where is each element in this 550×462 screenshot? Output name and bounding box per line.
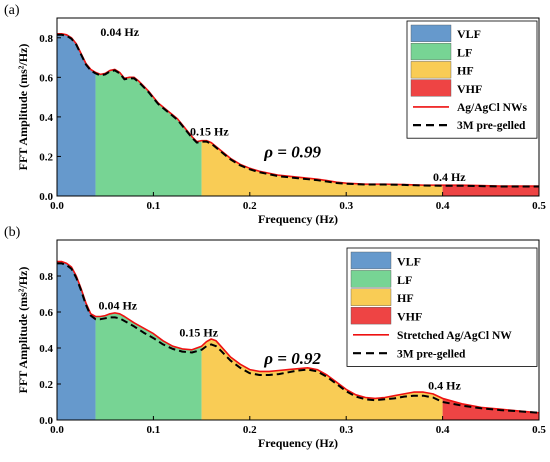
band-vhf <box>442 185 539 196</box>
y-tick-label: 0.8 <box>39 271 53 283</box>
annotation-label: 0.4 Hz <box>428 378 461 392</box>
y-tick-label: 0.4 <box>39 112 53 124</box>
legend: VLF LF HF VHF Stretched Ag/AgCl NW 3M pre-gel… <box>346 247 538 367</box>
legend-label: Stretched Ag/AgCl NW <box>397 330 512 342</box>
y-tick-label: 0.0 <box>39 191 53 203</box>
plot-frame <box>56 17 540 197</box>
x-tick-label: 0.0 <box>50 424 64 436</box>
x-tick-label: 0.1 <box>147 424 161 436</box>
chart-panel-b: 0.0 0.1 0.2 0.3 0.4 0.5 0.0 0.2 0.4 0.6 0.8 Frequen… <box>4 225 546 450</box>
band-hf <box>201 140 443 196</box>
annotation-label: 0.15 Hz <box>179 325 218 339</box>
x-tick-label: 0.0 <box>50 200 64 212</box>
legend-swatch-vlf <box>410 24 452 42</box>
legend-label: 3M pre-gelled <box>457 120 526 132</box>
band-lf <box>95 312 202 420</box>
legend-swatch-lf <box>350 270 392 288</box>
y-tick-label: 0.6 <box>39 307 53 319</box>
x-tick-label: 0.3 <box>339 424 353 436</box>
legend-label: 3M pre-gelled <box>397 348 466 360</box>
legend-swatch-hf <box>410 61 452 79</box>
y-tick-label: 0.8 <box>39 33 53 45</box>
annotation-label: 0.04 Hz <box>100 25 139 39</box>
band-vlf <box>57 261 96 420</box>
annotation-label: 0.15 Hz <box>190 125 229 139</box>
series-line-2 <box>57 262 540 414</box>
x-tick-label: 0.1 <box>147 200 161 212</box>
y-tick-label: 0.2 <box>39 151 53 163</box>
annotation-label: ρ = 0.99 <box>263 142 321 161</box>
legend-label: VLF <box>397 254 421 268</box>
legend-label: HF <box>457 64 474 78</box>
legend-swatch-hf <box>350 288 392 306</box>
legend-label: VHF <box>397 310 422 324</box>
panel-label: (a) <box>4 3 20 18</box>
legend-label: HF <box>397 291 414 305</box>
legend: VLF LF HF VHF Ag/AgCl NWs 3M pre-gelled <box>406 20 538 139</box>
x-tick-label: 0.4 <box>436 200 450 212</box>
legend-label: VHF <box>457 82 482 96</box>
annotation-label: 0.04 Hz <box>98 298 137 312</box>
annotation-label: ρ = 0.92 <box>263 349 321 368</box>
x-tick-label: 0.2 <box>243 424 257 436</box>
band-vlf <box>57 33 96 196</box>
panel-label: (b) <box>4 225 21 240</box>
legend-label: Ag/AgCl NWs <box>457 102 527 114</box>
y-axis-label: FFT Amplitude (ms²/Hz) <box>16 267 30 394</box>
y-tick-label: 0.4 <box>39 343 53 355</box>
series-line-2 <box>57 33 539 188</box>
plot-frame <box>56 239 540 421</box>
legend-label: VLF <box>457 27 481 41</box>
chart-panel-a: 0.0 0.1 0.2 0.3 0.4 0.5 0.0 0.2 0.4 0.6 0.8 Frequen… <box>4 3 546 226</box>
legend-swatch-vlf <box>350 251 392 270</box>
x-axis-label: Frequency (Hz) <box>258 436 338 450</box>
x-tick-label: 0.5 <box>532 424 546 436</box>
y-tick-label: 0.6 <box>39 72 53 84</box>
legend-label: LF <box>457 45 472 59</box>
x-axis-label: Frequency (Hz) <box>258 212 338 226</box>
legend-swatch-vhf <box>410 79 452 97</box>
y-axis-label: FFT Amplitude (ms²/Hz) <box>16 44 30 171</box>
legend-swatch-lf <box>410 43 452 61</box>
y-tick-label: 0.2 <box>39 379 53 391</box>
x-tick-label: 0.2 <box>243 200 257 212</box>
series-line-1 <box>57 260 540 414</box>
legend-swatch-vhf <box>350 307 392 325</box>
legend-label: LF <box>397 273 412 287</box>
x-tick-label: 0.5 <box>532 200 546 212</box>
annotation-label: 0.4 Hz <box>433 170 466 184</box>
y-tick-label: 0.0 <box>39 415 53 427</box>
band-lf <box>95 69 202 196</box>
x-tick-label: 0.4 <box>436 424 450 436</box>
x-tick-label: 0.3 <box>339 200 353 212</box>
